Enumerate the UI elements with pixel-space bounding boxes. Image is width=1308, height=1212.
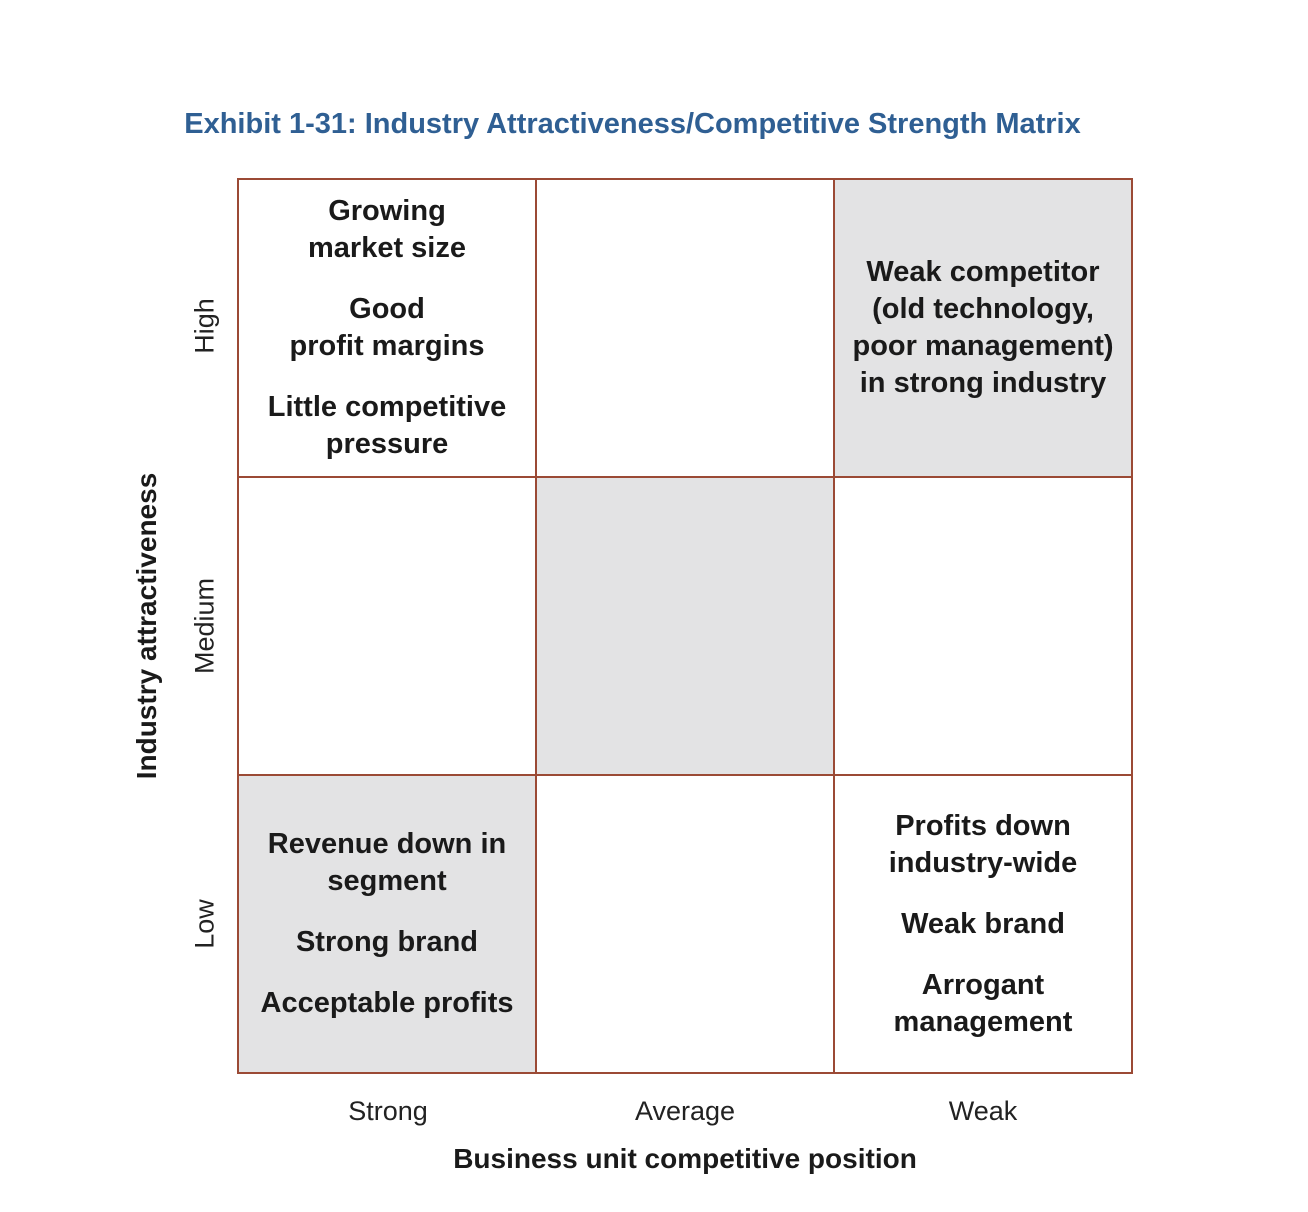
cell-item: Growing market size (308, 195, 466, 264)
y-axis-title: Industry attractiveness (131, 472, 162, 780)
matrix-cell-high-weak: Weak competitor (old technology, poor ma… (834, 179, 1132, 477)
row-label-low: Low (189, 899, 220, 949)
cell-item: Weak competitor (old technology, poor ma… (852, 256, 1114, 399)
col-label-weak: Weak (948, 1096, 1018, 1126)
matrix-cell-high-strong: Growing market size Good profit margins Li… (238, 179, 536, 477)
matrix-cell-medium-average (536, 477, 834, 775)
cell-item: Revenue down in segment (267, 828, 507, 897)
matrix-cell-low-weak: Profits down industry-wide Weak brand Arro… (834, 775, 1132, 1073)
cell-item: Profits down industry-wide (888, 809, 1078, 879)
cell-item: Acceptable profits (260, 987, 514, 1019)
cell-item: Strong brand (295, 926, 479, 958)
cell-item: Little competitive pressure (267, 391, 507, 460)
cell-item: Good profit margins (289, 293, 485, 362)
matrix-cell-low-strong: Revenue down in segment Strong brand Accep… (238, 775, 536, 1073)
cell-item: Weak brand (901, 907, 1065, 940)
matrix-cell-low-average (536, 775, 834, 1073)
matrix-cell-medium-strong (238, 477, 536, 775)
matrix-cell-medium-weak (834, 477, 1132, 775)
col-label-strong: Strong (348, 1096, 428, 1126)
page-title: Exhibit 1-31: Industry Attractiveness/Co… (184, 108, 1081, 140)
x-axis-title: Business unit competitive position (453, 1143, 917, 1174)
row-label-medium: Medium (189, 577, 220, 675)
row-label-high: High (189, 298, 220, 354)
col-label-average: Average (634, 1096, 736, 1126)
cell-item: Arrogant management (893, 968, 1073, 1038)
matrix-cell-high-average (536, 179, 834, 477)
matrix-grid: Growing market size Good profit margins Li… (237, 178, 1133, 1074)
